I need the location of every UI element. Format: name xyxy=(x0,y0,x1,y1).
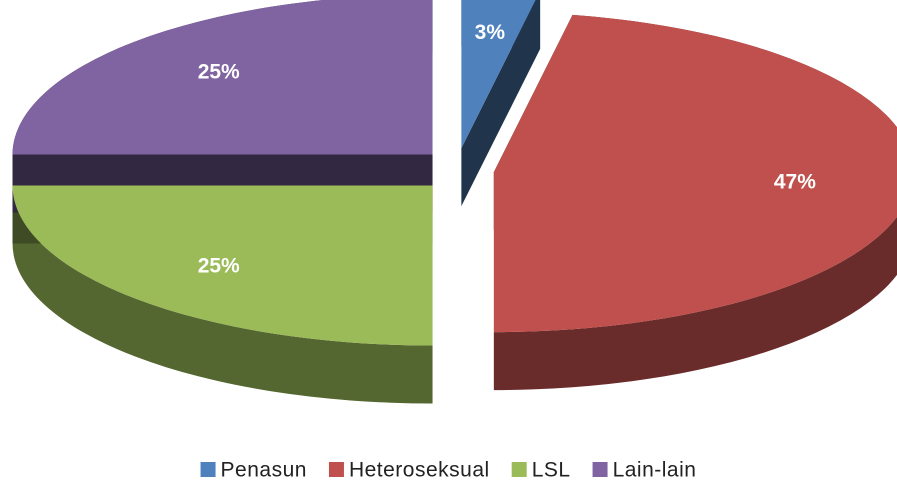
legend-swatch xyxy=(200,462,216,477)
slice xyxy=(12,185,433,346)
slice xyxy=(493,14,897,333)
pie-tops xyxy=(12,0,897,346)
legend: Penasun Heteroseksual LSL Lain-lain xyxy=(200,459,697,482)
slice-side xyxy=(461,0,541,207)
legend-label: Lain-lain xyxy=(613,459,697,482)
legend-swatch xyxy=(592,462,608,477)
legend-label: Penasun xyxy=(221,459,307,482)
data-label: 25% xyxy=(198,61,240,84)
legend-swatch xyxy=(511,462,527,477)
slice xyxy=(461,0,536,149)
legend-label: Heteroseksual xyxy=(349,459,490,482)
data-labels: 3% 47% 25% 25% xyxy=(198,21,817,278)
data-label: 25% xyxy=(198,255,240,278)
slice-side xyxy=(12,185,433,404)
data-label: 3% xyxy=(475,21,506,44)
slice xyxy=(12,0,433,155)
data-label: 47% xyxy=(774,170,816,193)
legend-label: LSL xyxy=(532,459,571,482)
legend-swatch xyxy=(328,462,344,477)
